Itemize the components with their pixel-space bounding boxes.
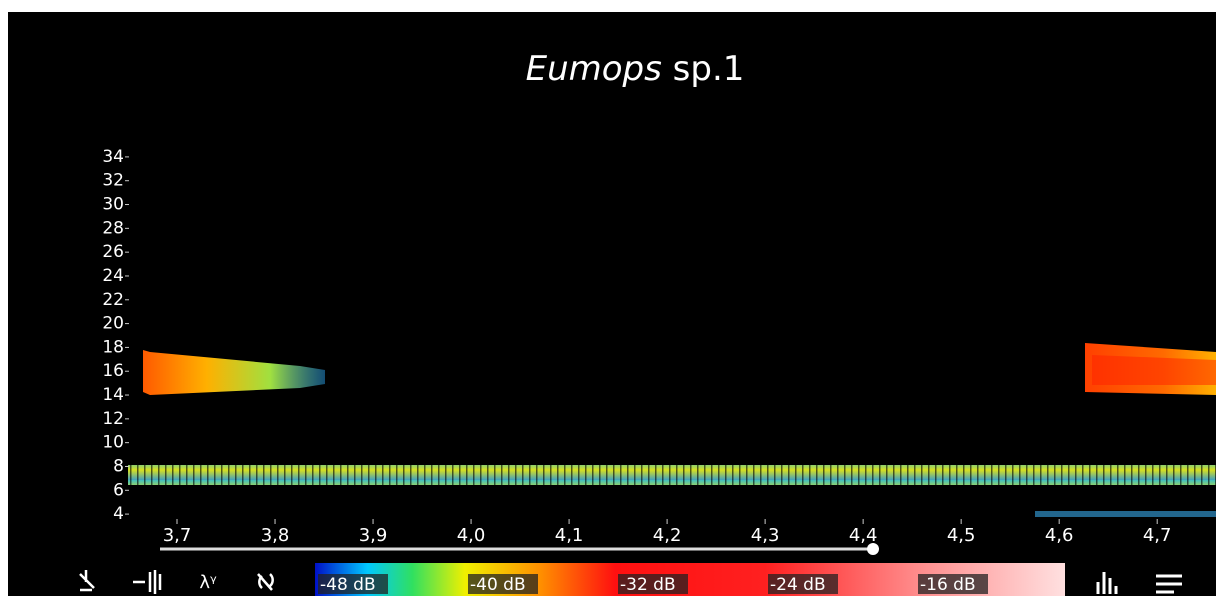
screen-background [8,12,1216,596]
y-tick-label: 20 [102,314,124,334]
color-scale-label: -48 dB [320,575,376,595]
y-tick-label: 24 [102,266,124,286]
y-tick-label: 16 [102,361,124,381]
color-scale-label: -32 dB [620,575,676,595]
y-tick-label: 34 [102,147,124,167]
y-tick-label: 4 [113,504,124,524]
title: Eumops sp.1 [526,49,745,89]
y-tick-label: 10 [102,433,124,453]
color-scale-label: -40 dB [470,575,526,595]
y-tick-label: 8 [113,456,124,476]
y-tick-label: 18 [102,337,124,357]
noise-band [128,465,1216,485]
call-signal [1092,355,1216,385]
x-tick-label: 4,6 [1045,525,1074,546]
y-tick-label: 32 [102,171,124,191]
color-scale-label: -16 dB [920,575,976,595]
x-tick-label: 4,5 [947,525,976,546]
y-tick-label: 14 [102,385,124,405]
spectrogram-screen: Eumops sp.1 λᵞ 4 6 8 10 12 14 16 18 20 22 24 26 28 30… [0,0,1216,596]
y-tick-label: 12 [102,409,124,429]
y-tick-label: 28 [102,218,124,238]
lambda-icon[interactable]: λᵞ [199,572,217,593]
y-tick-label: 6 [113,480,124,500]
y-tick-label: 30 [102,195,124,215]
x-tick-label: 4,4 [849,525,878,546]
x-tick-label: 4,0 [457,525,486,546]
x-tick-label: 3,7 [163,525,192,546]
x-tick-label: 4,1 [555,525,584,546]
noise-band [1035,511,1216,517]
x-tick-label: 3,9 [359,525,388,546]
x-tick-label: 4,2 [653,525,682,546]
title-species: sp.1 [673,49,745,89]
x-tick-label: 4,7 [1143,525,1172,546]
y-tick-label: 26 [102,242,124,262]
y-tick-label: 22 [102,290,124,310]
x-tick-label: 4,3 [751,525,780,546]
title-genus: Eumops [526,49,662,89]
color-scale-label: -24 dB [770,575,826,595]
x-tick-label: 3,8 [261,525,290,546]
